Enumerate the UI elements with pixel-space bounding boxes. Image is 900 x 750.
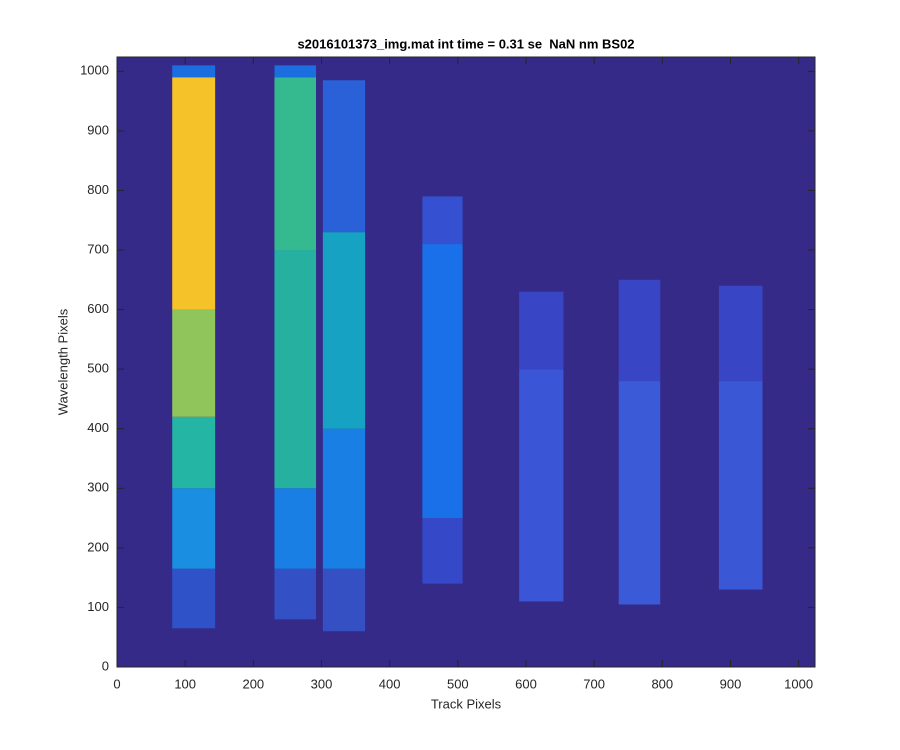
y-tick-label: 600 <box>87 301 109 316</box>
x-axis-label: Track Pixels <box>431 696 502 711</box>
heat-cell <box>322 568 366 632</box>
heat-cell <box>322 80 366 233</box>
plot-background <box>117 57 815 667</box>
heat-cell <box>718 381 763 590</box>
x-tick-label: 900 <box>720 676 742 691</box>
y-tick-label: 100 <box>87 599 109 614</box>
heat-cell <box>172 488 216 569</box>
heat-cell <box>172 77 216 310</box>
heat-cell <box>172 65 216 78</box>
y-tick-label: 300 <box>87 480 109 495</box>
y-tick-label: 700 <box>87 241 109 256</box>
heat-cell <box>618 279 661 382</box>
heat-cell <box>172 568 216 629</box>
y-tick-label: 400 <box>87 420 109 435</box>
heat-cell <box>718 285 763 382</box>
heat-cell <box>422 518 463 584</box>
heat-cell <box>274 250 317 489</box>
heat-cell <box>519 369 564 602</box>
y-tick-label: 900 <box>87 122 109 137</box>
x-tick-label: 400 <box>379 676 401 691</box>
y-axis-label: Wavelength Pixels <box>55 308 70 415</box>
heat-cell <box>172 309 216 417</box>
heat-cell <box>274 65 317 78</box>
heat-cell <box>274 488 317 569</box>
heat-cell <box>274 77 317 251</box>
x-tick-label: 800 <box>651 676 673 691</box>
y-tick-label: 500 <box>87 361 109 376</box>
chart-title: s2016101373_img.mat int time = 0.31 se N… <box>297 36 634 51</box>
y-tick-label: 800 <box>87 182 109 197</box>
x-tick-label: 0 <box>113 676 120 691</box>
y-tick-label: 200 <box>87 539 109 554</box>
heat-cell <box>322 428 366 569</box>
axes-box <box>116 56 816 668</box>
heat-cell <box>274 568 317 620</box>
x-tick-label: 200 <box>242 676 264 691</box>
heat-cell <box>322 232 366 429</box>
x-tick-label: 300 <box>311 676 333 691</box>
x-tick-label: 600 <box>515 676 537 691</box>
x-tick-label: 700 <box>583 676 605 691</box>
heat-cell <box>422 196 463 245</box>
heat-cell <box>618 381 661 605</box>
x-tick-label: 500 <box>447 676 469 691</box>
heat-cell <box>519 291 564 370</box>
heat-cell <box>422 244 463 519</box>
heat-cell <box>172 416 216 489</box>
y-tick-label: 1000 <box>80 63 109 78</box>
x-tick-label: 100 <box>174 676 196 691</box>
y-tick-label: 0 <box>102 658 109 673</box>
x-tick-label: 1000 <box>784 676 813 691</box>
